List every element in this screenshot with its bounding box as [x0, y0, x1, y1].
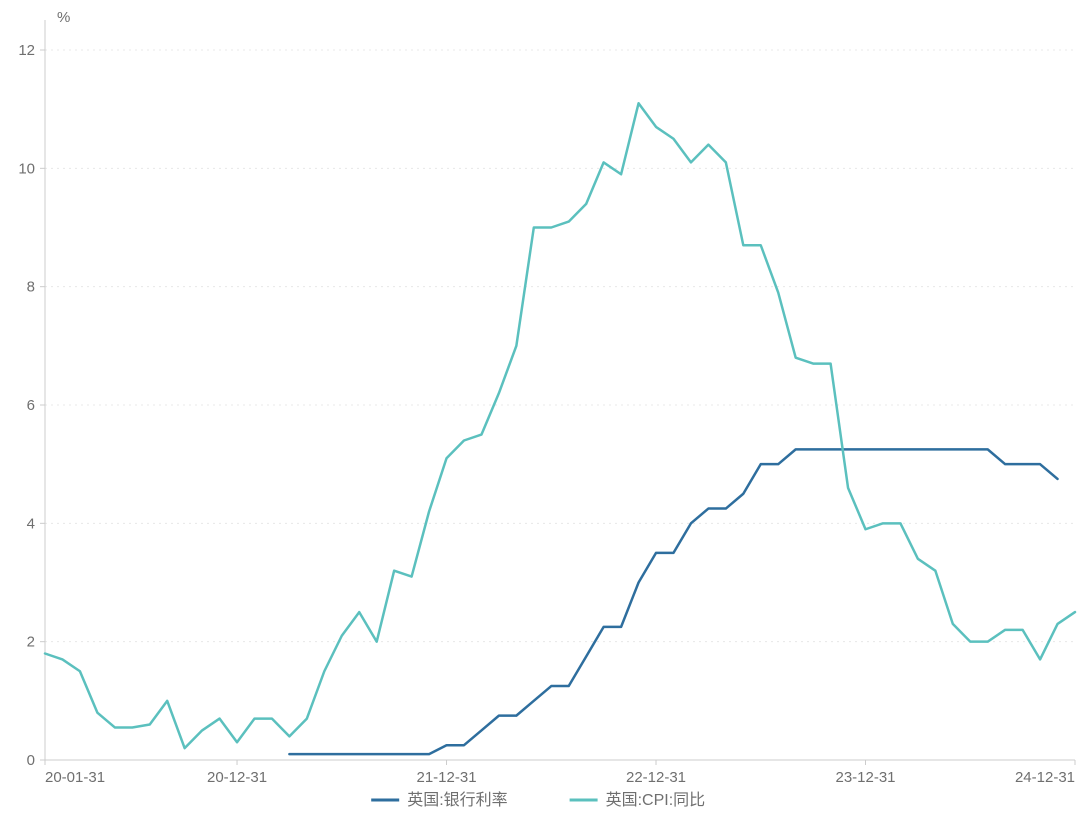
y-tick-label: 0	[27, 752, 35, 769]
chart-svg: 0 2 4 6 8 10 12% 20-01-31 20-12-31 21-12-31 22-12-…	[0, 0, 1080, 816]
x-tick-label: 20-12-31	[207, 769, 267, 786]
y-tick-label: 4	[27, 515, 35, 532]
x-tick-label: 21-12-31	[417, 769, 477, 786]
line-chart: 0 2 4 6 8 10 12% 20-01-31 20-12-31 21-12-31 22-12-…	[0, 0, 1080, 816]
y-unit-label: %	[57, 9, 70, 26]
y-tick-label: 10	[18, 160, 35, 177]
x-tick-label: 23-12-31	[835, 769, 895, 786]
legend-label: 英国:银行利率	[407, 791, 507, 809]
y-tick-label: 2	[27, 634, 35, 651]
series-line	[289, 449, 1057, 754]
y-tick-label: 12	[18, 42, 35, 59]
y-tick-label: 6	[27, 397, 35, 414]
x-tick-label: 24-12-31	[1015, 769, 1075, 786]
legend-label: 英国:CPI:同比	[606, 791, 706, 809]
x-tick-label: 20-01-31	[45, 769, 105, 786]
x-tick-label: 22-12-31	[626, 769, 686, 786]
y-tick-label: 8	[27, 279, 35, 296]
series-line	[45, 103, 1075, 748]
